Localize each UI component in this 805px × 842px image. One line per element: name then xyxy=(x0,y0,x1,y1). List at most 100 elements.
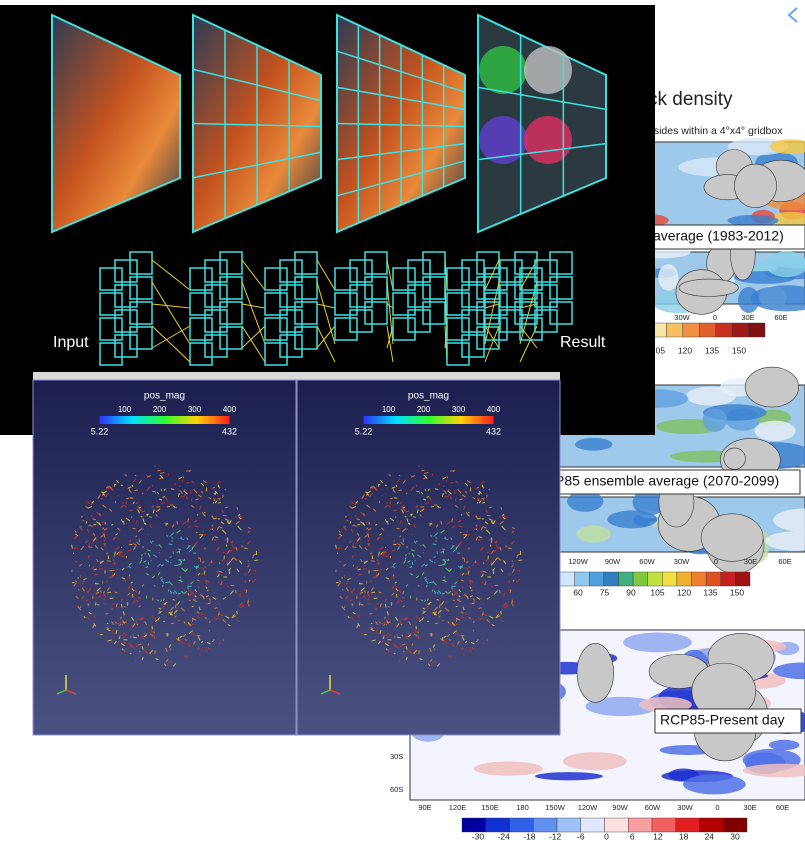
particle-trace xyxy=(145,523,146,524)
colorbar-label: -18 xyxy=(523,831,536,841)
colorbar-swatch xyxy=(700,818,724,832)
particle-trace xyxy=(508,548,511,549)
particle-trace xyxy=(479,493,480,495)
particle-trace xyxy=(468,512,469,513)
particle-trace xyxy=(170,505,173,506)
map-blob xyxy=(623,632,692,652)
colorbar-min: 5.22 xyxy=(355,426,373,436)
particle-trace xyxy=(403,619,406,620)
colorbar-label: 60 xyxy=(573,587,583,597)
particle-trace xyxy=(416,626,417,629)
colorbar-tick: 400 xyxy=(487,405,501,414)
colorbar-max: 432 xyxy=(486,426,501,436)
particle-trace xyxy=(512,600,513,604)
particle-trace xyxy=(434,591,435,593)
lon-label: 90E xyxy=(418,803,431,812)
map-blob xyxy=(755,421,796,441)
particle-trace xyxy=(369,603,370,604)
particle-trace xyxy=(128,488,130,489)
particle-trace xyxy=(110,598,114,599)
colorbar-label: 150 xyxy=(732,345,746,355)
colorbar-swatch xyxy=(581,818,605,832)
particle-trace xyxy=(487,495,488,498)
particle-trace xyxy=(428,604,430,605)
particle-trace xyxy=(392,488,394,489)
particle-trace xyxy=(356,519,360,520)
particle-trace xyxy=(447,476,448,478)
colorbar-title: pos_mag xyxy=(144,391,185,402)
particle-trace xyxy=(165,582,169,583)
colorbar-swatch xyxy=(677,572,692,586)
particle-trace xyxy=(487,552,489,553)
map-land xyxy=(577,643,614,702)
colorbar-label: 120 xyxy=(677,587,691,597)
lon-label: 0 xyxy=(713,313,717,322)
back-chevron[interactable] xyxy=(789,8,797,22)
colorbar xyxy=(100,416,230,424)
particle-trace xyxy=(86,521,87,523)
colorbar-swatch xyxy=(699,323,715,337)
colorbar-label: -6 xyxy=(577,831,585,841)
window-titlebar xyxy=(33,372,560,380)
map-blob xyxy=(769,740,800,750)
particle-trace xyxy=(397,625,398,628)
colorbar-swatch xyxy=(604,572,619,586)
colorbar-label: 18 xyxy=(679,831,689,841)
collage: ck densityesides within a 4°x4° gridboxa… xyxy=(0,0,805,842)
colorbar-swatch xyxy=(749,323,765,337)
lon-label: 60E xyxy=(774,313,787,322)
lon-label: 30E xyxy=(743,803,756,812)
map-label: average (1983-2012) xyxy=(653,228,784,244)
colorbar-label: 0 xyxy=(604,831,609,841)
viewer-window: pos_mag1002003004005.22432pos_mag1002003… xyxy=(33,372,560,735)
particle-trace xyxy=(467,534,470,535)
colorbar-swatch xyxy=(662,572,677,586)
particle-trace xyxy=(208,603,211,604)
particle-trace xyxy=(512,561,513,562)
particle-trace xyxy=(432,474,433,475)
particle-trace xyxy=(489,539,490,541)
particle-trace xyxy=(435,489,439,490)
particle-trace xyxy=(225,539,226,541)
colorbar-label: 90 xyxy=(626,587,636,597)
lat-label: 30S xyxy=(390,752,403,761)
particle-trace xyxy=(223,515,227,516)
colorbar-swatch xyxy=(560,572,575,586)
colorbar-label: 135 xyxy=(705,345,719,355)
particle-trace xyxy=(500,516,501,518)
map-blob xyxy=(607,510,657,528)
lon-label: 60W xyxy=(645,803,661,812)
particle-trace xyxy=(436,540,437,542)
particle-trace xyxy=(255,560,259,561)
colorbar-tick: 200 xyxy=(153,405,167,414)
particle-trace xyxy=(462,558,465,559)
colorbar-swatch xyxy=(486,818,510,832)
particle-trace xyxy=(99,569,103,570)
colorbar-swatch xyxy=(628,818,652,832)
particle-trace xyxy=(385,547,386,548)
particle-trace xyxy=(459,599,460,600)
particle-trace xyxy=(161,600,162,602)
colorbar-label: 12 xyxy=(653,831,663,841)
colorbar-swatch xyxy=(557,818,581,832)
viewport xyxy=(297,380,560,735)
particle-trace xyxy=(148,562,149,565)
particle-trace xyxy=(412,562,413,565)
particle-trace xyxy=(363,569,367,570)
map-blob xyxy=(563,752,627,770)
particle-trace xyxy=(92,519,96,520)
particle-trace xyxy=(390,502,391,505)
particle-trace xyxy=(117,555,121,556)
lat-label: 60S xyxy=(390,785,403,794)
particle-trace xyxy=(397,637,401,638)
particle-trace xyxy=(113,559,114,561)
particle-trace xyxy=(121,547,122,548)
colorbar-swatch xyxy=(652,818,676,832)
particle-trace xyxy=(188,518,189,522)
particle-trace xyxy=(88,547,92,548)
colorbar-label: 6 xyxy=(630,831,635,841)
lon-label: 60E xyxy=(778,557,791,566)
particle-trace xyxy=(168,474,169,475)
lon-label: 30W xyxy=(677,803,693,812)
lon-label: 180 xyxy=(516,803,529,812)
